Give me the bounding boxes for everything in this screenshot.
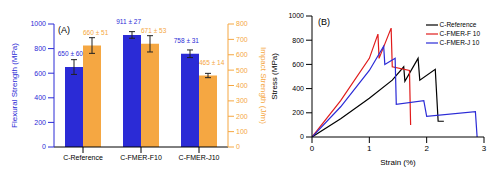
svg-text:650 ± 60: 650 ± 60 <box>58 50 84 57</box>
html-text:(A): (A) <box>58 25 70 35</box>
svg-text:Strain (%): Strain (%) <box>380 158 416 167</box>
svg-text:200: 200 <box>34 119 46 126</box>
svg-text:C-FMER-F10: C-FMER-F10 <box>120 154 162 161</box>
svg-text:0: 0 <box>236 143 240 150</box>
html-text:(B): (B) <box>318 17 330 27</box>
svg-text:800: 800 <box>34 45 46 52</box>
svg-text:600: 600 <box>292 61 304 68</box>
svg-text:700: 700 <box>236 36 248 43</box>
svg-text:758 ± 31: 758 ± 31 <box>174 37 200 44</box>
svg-text:911 ± 27: 911 ± 27 <box>116 18 141 25</box>
svg-text:800: 800 <box>236 20 248 27</box>
svg-text:671 ± 53: 671 ± 53 <box>141 27 167 34</box>
html-text:C-FMER-J 10: C-FMER-J 10 <box>439 39 480 46</box>
svg-text:0: 0 <box>42 143 46 150</box>
svg-text:Flexural Strength (MPa): Flexural Strength (MPa) <box>10 43 19 128</box>
svg-text:400: 400 <box>34 94 46 101</box>
svg-text:200: 200 <box>292 109 304 116</box>
svg-text:800: 800 <box>292 37 304 44</box>
html-text:C-Reference: C-Reference <box>439 21 477 28</box>
svg-text:C-Reference: C-Reference <box>63 154 103 161</box>
svg-text:1000: 1000 <box>288 12 304 19</box>
svg-text:465 ± 14: 465 ± 14 <box>199 59 225 66</box>
svg-text:400: 400 <box>236 82 248 89</box>
svg-text:0: 0 <box>310 144 315 153</box>
svg-text:600: 600 <box>34 70 46 77</box>
svg-text:100: 100 <box>236 128 248 135</box>
svg-text:0: 0 <box>300 133 304 140</box>
html-text:C-FMER-F 10: C-FMER-F 10 <box>439 30 480 37</box>
svg-text:660 ± 51: 660 ± 51 <box>83 29 109 36</box>
svg-text:Stress (MPa): Stress (MPa) <box>270 53 279 100</box>
svg-text:300: 300 <box>236 97 248 104</box>
svg-text:500: 500 <box>236 67 248 74</box>
svg-text:Impact Strength (J/m): Impact Strength (J/m) <box>259 47 268 124</box>
svg-text:1: 1 <box>367 144 372 153</box>
svg-text:3: 3 <box>482 144 487 153</box>
svg-text:C-FMER-J10: C-FMER-J10 <box>179 154 220 161</box>
svg-text:2: 2 <box>424 144 429 153</box>
svg-text:400: 400 <box>292 85 304 92</box>
svg-text:1000: 1000 <box>30 20 46 27</box>
svg-text:200: 200 <box>236 113 248 120</box>
svg-text:600: 600 <box>236 51 248 58</box>
